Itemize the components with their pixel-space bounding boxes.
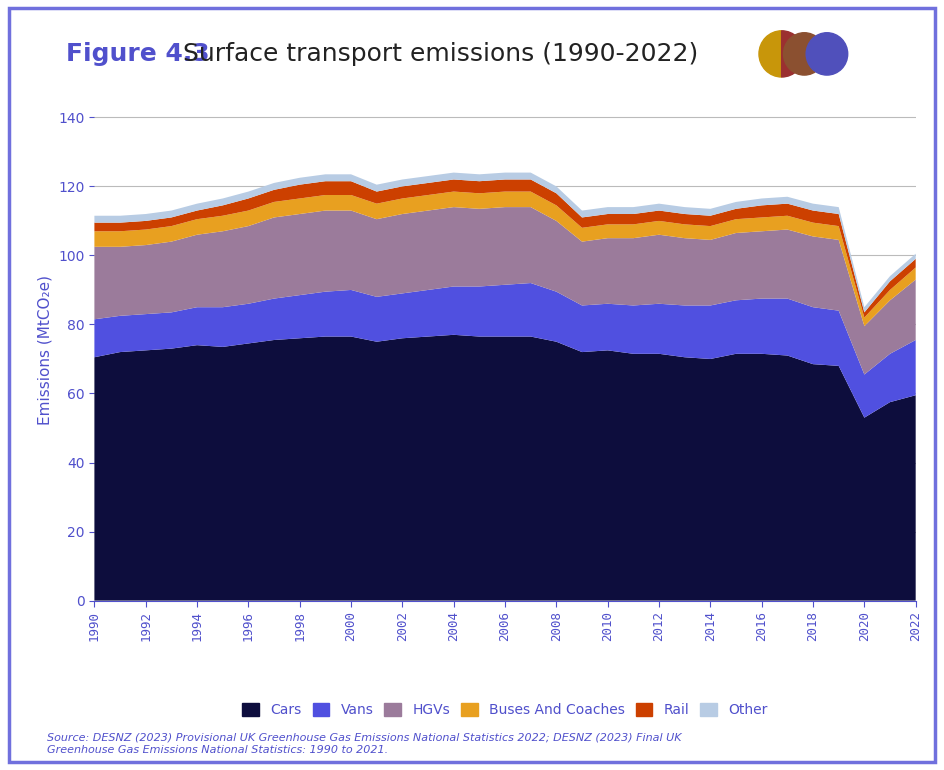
Text: Figure 4.3: Figure 4.3 [66, 42, 210, 66]
Wedge shape [782, 31, 804, 77]
Y-axis label: Emissions (MtCO₂e): Emissions (MtCO₂e) [38, 276, 53, 425]
Circle shape [784, 32, 825, 75]
Wedge shape [759, 31, 782, 77]
Text: Source: DESNZ (2023) Provisional UK Greenhouse Gas Emissions National Statistics: Source: DESNZ (2023) Provisional UK Gree… [47, 733, 682, 755]
Legend: Cars, Vans, HGVs, Buses And Coaches, Rail, Other: Cars, Vans, HGVs, Buses And Coaches, Rai… [237, 698, 773, 723]
Text: Surface transport emissions (1990-2022): Surface transport emissions (1990-2022) [175, 42, 698, 66]
Circle shape [806, 32, 848, 75]
